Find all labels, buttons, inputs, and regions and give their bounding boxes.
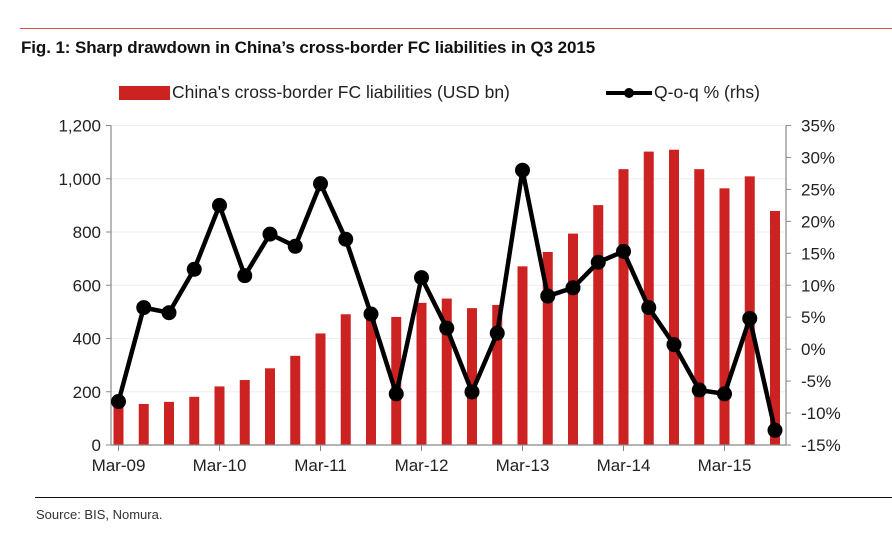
line-marker xyxy=(742,310,758,326)
axes xyxy=(106,125,791,451)
bar-series xyxy=(113,149,780,446)
bar xyxy=(416,302,427,445)
line-marker xyxy=(666,337,682,353)
bar xyxy=(643,151,654,445)
x-axis-label: Mar-14 xyxy=(597,456,651,475)
bar xyxy=(669,149,679,445)
right-axis-label: 0% xyxy=(801,340,826,359)
bar xyxy=(214,386,225,445)
line-marker xyxy=(767,422,783,438)
bar xyxy=(694,169,705,446)
bar xyxy=(517,266,528,445)
left-axis-label: 1,000 xyxy=(58,170,101,189)
legend-bar-swatch xyxy=(119,85,170,100)
line-marker xyxy=(313,176,328,192)
bar xyxy=(189,396,200,445)
chart-area: 0 200 400 600 800 1,000 1,200 -15% -10% -5% 0% 5% 10… xyxy=(58,117,840,476)
x-axis-label: Mar-13 xyxy=(496,456,550,475)
right-axis-label: 15% xyxy=(801,244,835,263)
line-marker xyxy=(540,288,556,304)
bar xyxy=(391,316,402,445)
line-marker xyxy=(489,325,505,341)
right-axis-label: -10% xyxy=(801,404,841,423)
left-axis-label: 600 xyxy=(73,276,101,295)
legend-line-swatch xyxy=(606,86,652,100)
line-marker xyxy=(136,300,152,316)
line-marker xyxy=(262,226,278,242)
bar xyxy=(315,333,326,445)
right-axis-label: -15% xyxy=(801,436,841,455)
x-axis-label: Mar-15 xyxy=(698,456,752,475)
right-axis-label: -5% xyxy=(801,372,831,391)
left-axis-label: 400 xyxy=(73,330,101,349)
bar xyxy=(239,380,250,445)
bar xyxy=(138,403,149,445)
line-marker xyxy=(237,268,253,284)
bar xyxy=(340,314,351,445)
left-axis-label: 200 xyxy=(73,383,101,402)
bar xyxy=(542,251,553,445)
legend-item-line: Q-o-q % (rhs) xyxy=(606,82,760,103)
x-axis-label: Mar-11 xyxy=(294,456,347,475)
line-marker xyxy=(338,231,354,247)
x-axis-label: Mar-10 xyxy=(193,456,247,475)
bar xyxy=(164,401,174,445)
bar xyxy=(593,205,604,445)
bar xyxy=(366,315,376,445)
line-marker xyxy=(464,384,480,400)
line-marker xyxy=(212,197,227,213)
right-axis-label: 25% xyxy=(801,180,835,199)
legend-bar-label: China's cross-border FC liabilities (USD… xyxy=(172,82,510,102)
right-axis-label: 5% xyxy=(801,308,826,327)
top-rule xyxy=(20,28,892,29)
bar xyxy=(492,304,503,445)
right-axis-label: 10% xyxy=(801,276,835,295)
legend-line-label: Q-o-q % (rhs) xyxy=(654,82,760,102)
right-axis-label: 20% xyxy=(801,212,835,231)
left-axis-label: 0 xyxy=(92,436,101,455)
legend-item-bars: China's cross-border FC liabilities (USD… xyxy=(119,82,510,103)
line-marker xyxy=(717,386,732,402)
line-series xyxy=(111,162,783,438)
right-axis-label: 30% xyxy=(801,148,835,167)
line-marker xyxy=(616,243,631,259)
bar xyxy=(265,368,275,445)
bar xyxy=(290,355,301,445)
line-marker xyxy=(414,270,429,286)
line-marker xyxy=(691,382,707,398)
line-marker xyxy=(363,306,379,322)
line-marker xyxy=(590,254,606,270)
bar xyxy=(744,176,755,445)
line-marker xyxy=(439,320,455,336)
bar xyxy=(568,233,578,445)
line-marker xyxy=(641,300,657,316)
bar xyxy=(467,308,477,445)
bottom-rule xyxy=(35,497,892,498)
left-axis-label: 800 xyxy=(73,223,101,242)
line-marker xyxy=(515,162,530,178)
x-axis-label: Mar-12 xyxy=(395,456,449,475)
line-marker xyxy=(161,305,177,321)
x-axis-label: Mar-09 xyxy=(92,456,146,475)
bar xyxy=(618,169,629,446)
line-marker xyxy=(388,386,404,402)
bar xyxy=(441,298,452,445)
line-marker xyxy=(287,238,303,254)
line-marker xyxy=(186,261,202,277)
right-axis-label: 35% xyxy=(801,117,835,136)
bar xyxy=(719,188,730,445)
line-marker xyxy=(565,280,581,296)
left-axis-label: 1,200 xyxy=(58,117,101,136)
chart-title: Fig. 1: Sharp drawdown in China’s cross-… xyxy=(21,38,596,57)
line-marker xyxy=(111,394,126,410)
bar xyxy=(113,402,124,445)
tick-labels: 0 200 400 600 800 1,000 1,200 -15% -10% -5% 0% 5% 10… xyxy=(58,117,840,476)
bar xyxy=(770,210,780,445)
source-note: Source: BIS, Nomura. xyxy=(36,507,163,522)
